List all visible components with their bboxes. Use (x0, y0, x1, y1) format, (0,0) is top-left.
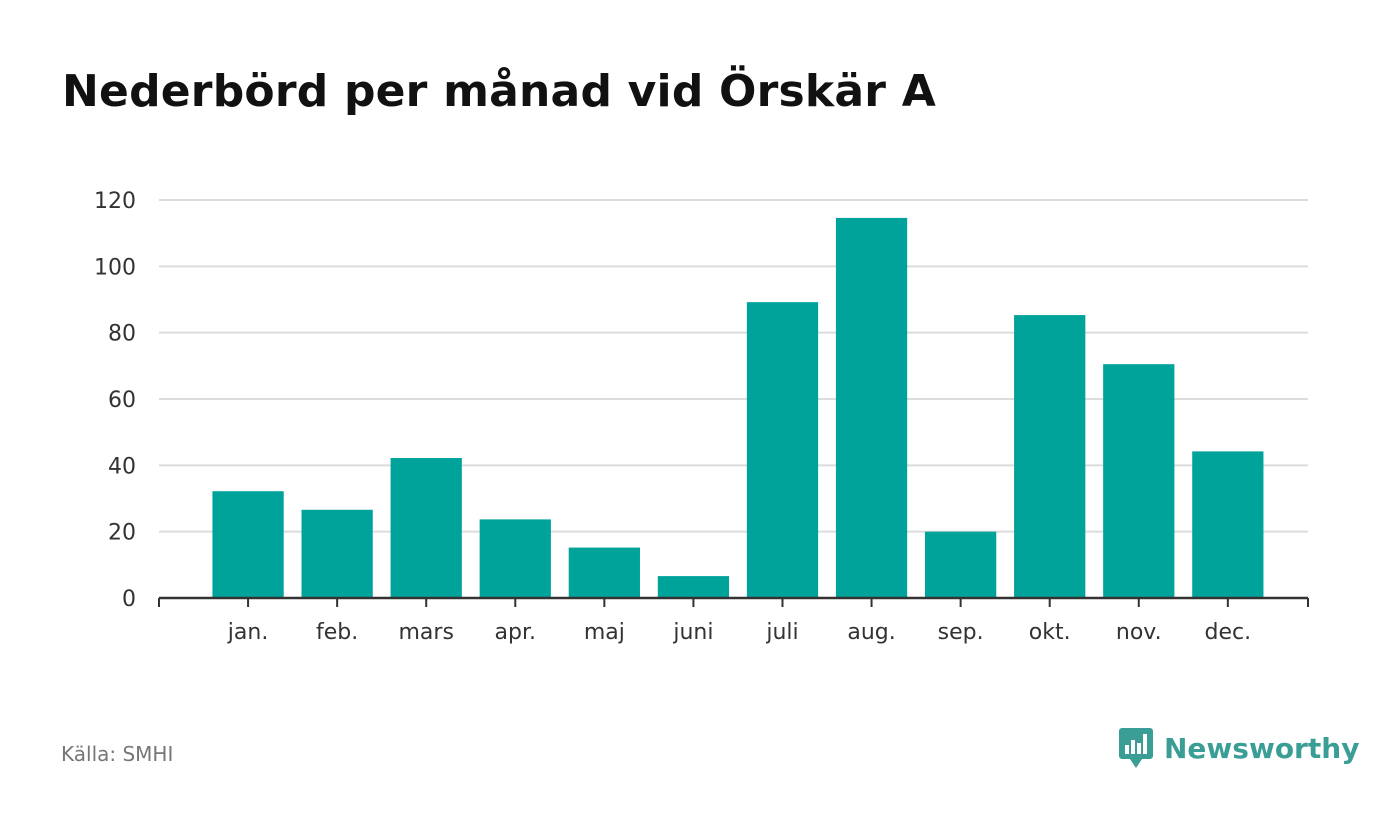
bar (1103, 364, 1175, 598)
x-axis: jan. feb. mars apr. maj juni juli aug. sep. okt. n… (158, 596, 1309, 645)
bar (746, 302, 819, 598)
y-tick-label: 60 (108, 388, 136, 413)
bar (301, 509, 373, 598)
x-tick-label: mars (398, 620, 453, 645)
y-tick-label: 20 (108, 521, 136, 546)
y-tick-label: 80 (108, 322, 136, 347)
bar (390, 458, 462, 598)
x-tick-label: juni (672, 620, 713, 645)
bar (1014, 315, 1086, 598)
bar (568, 547, 640, 598)
x-tick-label: nov. (1116, 620, 1162, 645)
y-axis-ticks: 0 20 40 60 80 100 120 (94, 189, 136, 612)
bar (925, 531, 997, 598)
bar (657, 576, 730, 598)
x-tick-label: sep. (938, 620, 984, 645)
y-tick-label: 0 (122, 587, 136, 612)
x-tick-label: dec. (1205, 620, 1252, 645)
y-tick-label: 100 (94, 255, 136, 280)
x-tick-label: feb. (316, 620, 358, 645)
chart-title: Nederbörd per månad vid Örskär A (62, 66, 936, 117)
x-tick-label: jan. (227, 620, 269, 645)
bar (835, 217, 908, 598)
brand: Newsworthy (1118, 726, 1359, 770)
source-note: Källa: SMHI (61, 742, 174, 766)
bar (212, 491, 284, 598)
bar (1192, 451, 1264, 598)
x-tick-label: okt. (1029, 620, 1071, 645)
x-tick-label: aug. (847, 620, 895, 645)
x-tick-label: juli (765, 620, 798, 645)
y-tick-label: 120 (94, 189, 136, 214)
newsworthy-logo-icon (1119, 728, 1153, 768)
bar (479, 519, 551, 598)
x-tick-label: maj (584, 620, 625, 645)
x-tick-label: apr. (495, 620, 536, 645)
brand-name: Newsworthy (1164, 731, 1360, 765)
y-tick-label: 40 (108, 454, 136, 479)
bars (212, 217, 1264, 598)
